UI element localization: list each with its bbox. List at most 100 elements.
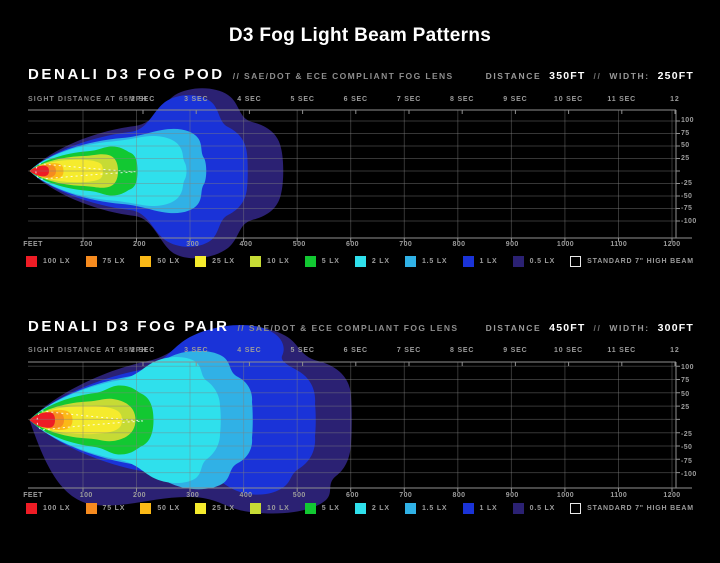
right-axis-tick-label: -50 bbox=[681, 444, 693, 452]
legend-item: 10 LX bbox=[249, 503, 290, 514]
legend-label: STANDARD 7" HIGH BEAM bbox=[587, 258, 694, 265]
feet-tick-label: 400 bbox=[239, 492, 253, 499]
lens-compliance-note: // SAE/DOT & ECE COMPLIANT FOG LENS bbox=[232, 71, 454, 81]
feet-tick-label: 1100 bbox=[610, 492, 628, 499]
right-axis-tick-label: 100 bbox=[681, 117, 694, 124]
legend-swatch bbox=[85, 503, 97, 514]
axes-chart1 bbox=[28, 109, 692, 242]
right-axis-tick-label: -50 bbox=[681, 192, 693, 200]
right-axis-tick-label: -100 bbox=[681, 471, 697, 479]
legend-item: 1.5 LX bbox=[404, 503, 448, 514]
right-axis-tick-label: 25 bbox=[681, 154, 690, 162]
legend-label: 100 LX bbox=[43, 505, 71, 512]
fog-pair-stats: DISTANCE 450FT // WIDTH: 300FT bbox=[486, 322, 694, 334]
seconds-tick-label: 8 SEC bbox=[450, 347, 475, 354]
legend-item: 50 LX bbox=[140, 503, 180, 514]
chart-title: DENALI D3 FOG PAIR bbox=[28, 318, 230, 335]
right-axis-tick-label: -25 bbox=[681, 180, 693, 187]
legend-label: 2 LX bbox=[371, 505, 390, 512]
width-value: 250FT bbox=[657, 70, 694, 82]
legend-item: 1 LX bbox=[462, 503, 498, 514]
legend-label: 75 LX bbox=[102, 258, 126, 265]
grid-chart2 bbox=[28, 362, 676, 488]
legend-swatch bbox=[195, 503, 207, 514]
legend-label: 1.5 LX bbox=[421, 505, 448, 512]
legend-item: 0.5 LX bbox=[512, 503, 556, 514]
legend-chart1: 100 LX 75 LX 50 LX 25 LX 10 LX 5 LX 2 LX… bbox=[26, 256, 694, 267]
legend-swatch bbox=[354, 256, 366, 267]
legend-swatch bbox=[140, 256, 152, 267]
feet-tick-label: FEET bbox=[23, 492, 43, 499]
legend-label: 50 LX bbox=[157, 258, 180, 265]
legend-chart2: 100 LX 75 LX 50 LX 25 LX 10 LX 5 LX 2 LX… bbox=[26, 503, 694, 514]
fog-pod-header: DENALI D3 FOG POD // SAE/DOT & ECE COMPLI… bbox=[28, 66, 694, 84]
fog-pair-title-group: DENALI D3 FOG PAIR // SAE/DOT & ECE COMPL… bbox=[28, 318, 458, 336]
feet-tick-label: 800 bbox=[452, 492, 466, 499]
seconds-tick-label: 7 SEC bbox=[396, 96, 422, 103]
feet-tick-label: 200 bbox=[133, 241, 146, 248]
legend-label: STANDARD 7" HIGH BEAM bbox=[587, 505, 694, 512]
beam-zone-100lx bbox=[29, 165, 49, 177]
stat-separator: // bbox=[593, 323, 602, 333]
right-axis-tick-label: -100 bbox=[681, 217, 697, 225]
feet-tick-label: FEET bbox=[23, 241, 43, 248]
stat-separator: // bbox=[593, 71, 602, 81]
legend-item: STANDARD 7" HIGH BEAM bbox=[570, 503, 694, 514]
legend-swatch bbox=[512, 503, 524, 514]
width-value: 300FT bbox=[657, 322, 694, 334]
seconds-tick-label: 12 bbox=[670, 347, 680, 354]
legend-item: 0.5 LX bbox=[512, 256, 555, 267]
legend-swatch bbox=[140, 503, 152, 514]
distance-label: DISTANCE bbox=[485, 323, 542, 333]
right-axis-tick-label: -75 bbox=[681, 205, 693, 212]
legend-swatch bbox=[462, 503, 474, 514]
legend-item: 1 LX bbox=[462, 256, 498, 267]
legend-swatch bbox=[354, 503, 366, 514]
seconds-tick-label: 10 SEC bbox=[554, 96, 583, 103]
legend-swatch bbox=[404, 503, 416, 514]
beam-zone-100lx bbox=[29, 412, 55, 428]
feet-tick-label: 100 bbox=[79, 241, 93, 248]
legend-swatch bbox=[304, 256, 316, 267]
legend-label: 5 LX bbox=[321, 258, 340, 265]
right-axis-tick-label: 50 bbox=[681, 142, 690, 149]
legend-item: 5 LX bbox=[304, 503, 340, 514]
legend-label: 100 LX bbox=[43, 258, 71, 265]
feet-tick-label: 700 bbox=[399, 492, 413, 499]
legend-swatch bbox=[195, 256, 207, 267]
right-axis-tick-label: 75 bbox=[681, 129, 690, 137]
width-label: WIDTH: bbox=[609, 323, 650, 333]
feet-tick-label: 600 bbox=[346, 492, 359, 499]
seconds-tick-label: 9 SEC bbox=[503, 347, 528, 354]
feet-tick-label: 300 bbox=[186, 241, 200, 248]
seconds-axis-chart1: 2 SEC 3 SEC 4 SEC 5 SEC 6 SEC 7 SEC 8 SEC 9 SEC… bbox=[122, 96, 696, 103]
feet-tick-label: 1000 bbox=[556, 241, 575, 248]
seconds-tick-label: 7 SEC bbox=[396, 347, 422, 354]
seconds-tick-label: 11 SEC bbox=[607, 96, 636, 103]
feet-tick-label: 800 bbox=[452, 241, 466, 248]
seconds-tick-label: 12 bbox=[670, 96, 680, 103]
seconds-tick-label: 8 SEC bbox=[450, 96, 475, 103]
fog-pod-beam bbox=[29, 88, 284, 259]
seconds-tick-label: 6 SEC bbox=[343, 347, 368, 354]
feet-tick-label: 1100 bbox=[610, 241, 628, 248]
legend-label: 10 LX bbox=[266, 258, 290, 265]
right-axis-tick-label: 75 bbox=[681, 377, 690, 385]
width-label: WIDTH: bbox=[609, 71, 650, 81]
distance-value: 450FT bbox=[549, 322, 586, 334]
legend-label: 1 LX bbox=[479, 258, 498, 265]
legend-label: 5 LX bbox=[321, 505, 340, 512]
axes-chart2 bbox=[28, 361, 692, 492]
legend-label: 0.5 LX bbox=[529, 505, 556, 512]
feet-tick-label: 200 bbox=[133, 492, 146, 499]
feet-tick-label: 400 bbox=[239, 241, 253, 248]
legend-label: 25 LX bbox=[212, 258, 235, 265]
seconds-tick-label: 5 SEC bbox=[290, 347, 315, 354]
feet-tick-label: 100 bbox=[79, 492, 93, 499]
legend-item: STANDARD 7" HIGH BEAM bbox=[570, 256, 694, 267]
seconds-tick-label: 4 SEC bbox=[237, 347, 262, 354]
legend-item: 100 LX bbox=[26, 256, 70, 267]
sight-distance-label: SIGHT DISTANCE AT 65MPH bbox=[28, 347, 148, 354]
